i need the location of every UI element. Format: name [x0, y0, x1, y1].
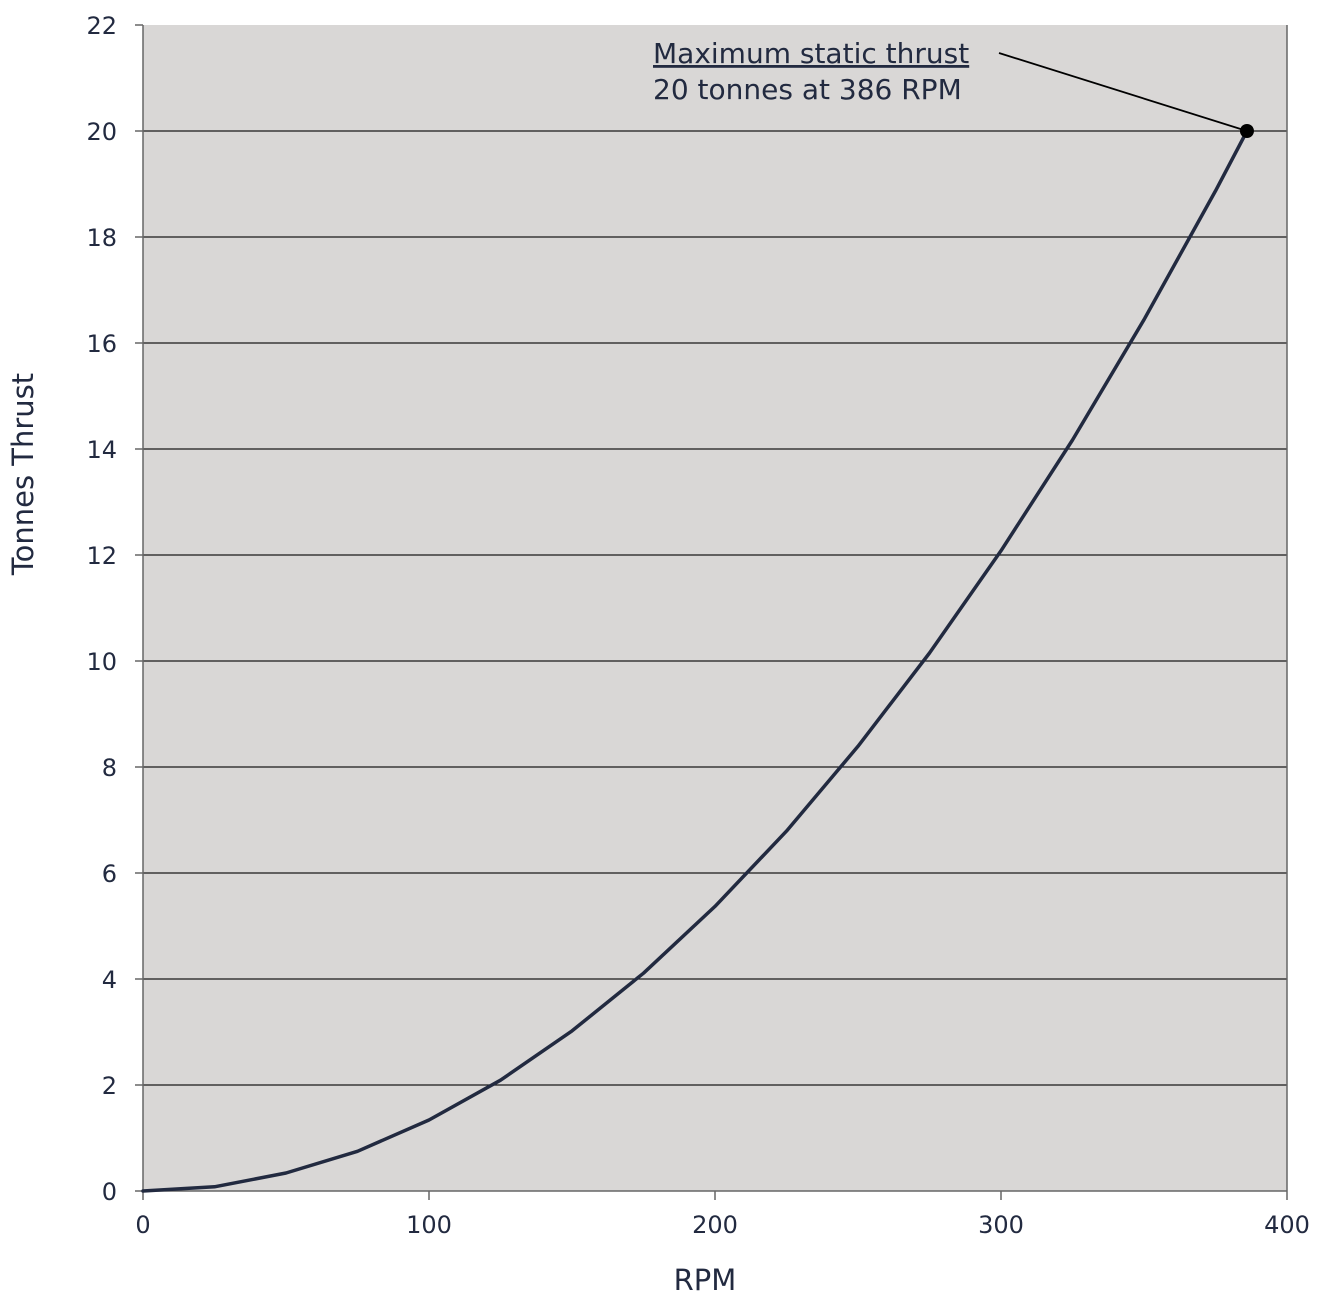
- x-tick-label-200: 200: [692, 1211, 738, 1239]
- y-tick-label-14: 14: [86, 436, 117, 464]
- series-group: [141, 129, 1249, 1193]
- x-tick-label-0: 0: [135, 1211, 150, 1239]
- y-tick-label-20: 20: [86, 118, 117, 146]
- y-tick-label-22: 22: [86, 12, 117, 40]
- annotation-title: Maximum static thrust: [653, 37, 969, 70]
- x-tick-label-100: 100: [406, 1211, 452, 1239]
- y-axis-title: Tonnes Thrust: [6, 373, 40, 576]
- x-axis-title: RPM: [674, 1263, 737, 1297]
- y-tick-label-4: 4: [102, 966, 117, 994]
- x-tick-label-300: 300: [978, 1211, 1024, 1239]
- x-tick-label-400: 400: [1264, 1211, 1310, 1239]
- y-tick-label-12: 12: [86, 542, 117, 570]
- x-tick-labels: 0 100 200 300 400: [135, 1191, 1310, 1239]
- y-tick-label-6: 6: [102, 860, 117, 888]
- annotation-group: Maximum static thrust 20 tonnes at 386 R…: [653, 37, 1254, 138]
- y-tick-label-8: 8: [102, 754, 117, 782]
- grid-lines: [143, 130, 1287, 1086]
- plot-area: [143, 25, 1287, 1191]
- y-tick-label-2: 2: [102, 1072, 117, 1100]
- y-tick-label-16: 16: [86, 330, 117, 358]
- y-tick-labels: 0 2 4 6 8 10 12 14 16 18 20 22: [86, 12, 143, 1206]
- series-line-0: [141, 129, 1249, 1193]
- y-tick-label-18: 18: [86, 224, 117, 252]
- annotation-text: 20 tonnes at 386 RPM: [653, 73, 962, 106]
- max-thrust-point: [1239, 124, 1254, 138]
- y-tick-label-10: 10: [86, 648, 117, 676]
- annotation-leader-line: [998, 52, 1248, 132]
- y-tick-label-0: 0: [102, 1178, 117, 1206]
